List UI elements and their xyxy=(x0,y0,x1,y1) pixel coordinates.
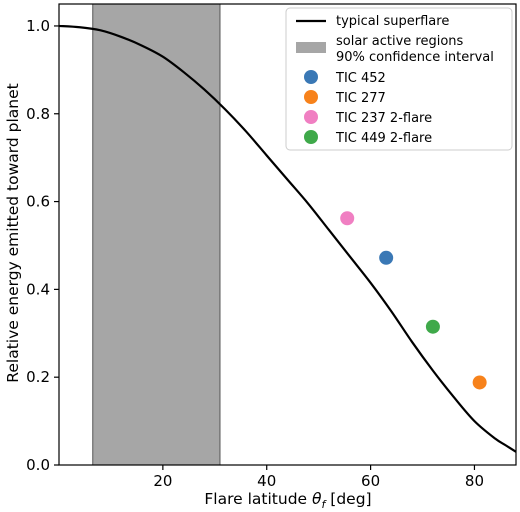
legend-marker xyxy=(304,110,318,124)
y-tick-label: 0.4 xyxy=(26,280,50,298)
y-tick-label: 0.0 xyxy=(26,456,50,474)
legend-label: TIC 449 2-flare xyxy=(335,131,432,146)
y-tick-label: 1.0 xyxy=(26,17,50,35)
x-tick-label: 60 xyxy=(361,472,380,490)
point-tic-237-2-flare xyxy=(340,211,355,226)
legend-frame xyxy=(285,7,513,151)
legend-marker xyxy=(304,130,318,144)
legend-label-band-line2: 90% confidence interval xyxy=(336,50,494,65)
x-tick-label: 40 xyxy=(257,472,276,490)
x-tick-label: 20 xyxy=(153,472,172,490)
y-axis-label: Relative energy emitted toward planet xyxy=(4,83,22,382)
legend-swatch-band xyxy=(296,42,326,53)
point-tic-277 xyxy=(472,375,487,390)
y-tick-label: 0.8 xyxy=(26,105,50,123)
y-tick-label: 0.2 xyxy=(26,368,50,386)
superflare-curve xyxy=(58,24,517,453)
legend: typical superflare solar active regions … xyxy=(285,7,513,151)
legend-marker xyxy=(304,90,318,104)
point-tic-452 xyxy=(379,250,394,265)
point-tic-449-2-flare xyxy=(425,319,440,334)
band-solar-active-regions xyxy=(92,3,221,466)
legend-points: TIC 452 TIC 277 TIC 237 2-flare TIC 449 2-f… xyxy=(304,70,432,146)
plot-layer xyxy=(58,3,517,466)
legend-label-curve: typical superflare xyxy=(336,14,449,29)
legend-label-band-line1: solar active regions xyxy=(336,34,464,49)
y-tick-label: 0.6 xyxy=(26,193,50,211)
axes-frame xyxy=(58,3,517,466)
legend-label: TIC 277 xyxy=(335,91,386,106)
legend-marker xyxy=(304,70,318,84)
axes-layer: 20 40 60 80 0.0 0.2 0.4 0.6 0.8 1.0 xyxy=(26,3,517,490)
x-tick-label: 80 xyxy=(465,472,484,490)
legend-label: TIC 452 xyxy=(335,71,386,86)
legend-label: TIC 237 2-flare xyxy=(335,111,432,126)
x-axis-label: Flare latitude θf [deg] xyxy=(204,490,371,511)
